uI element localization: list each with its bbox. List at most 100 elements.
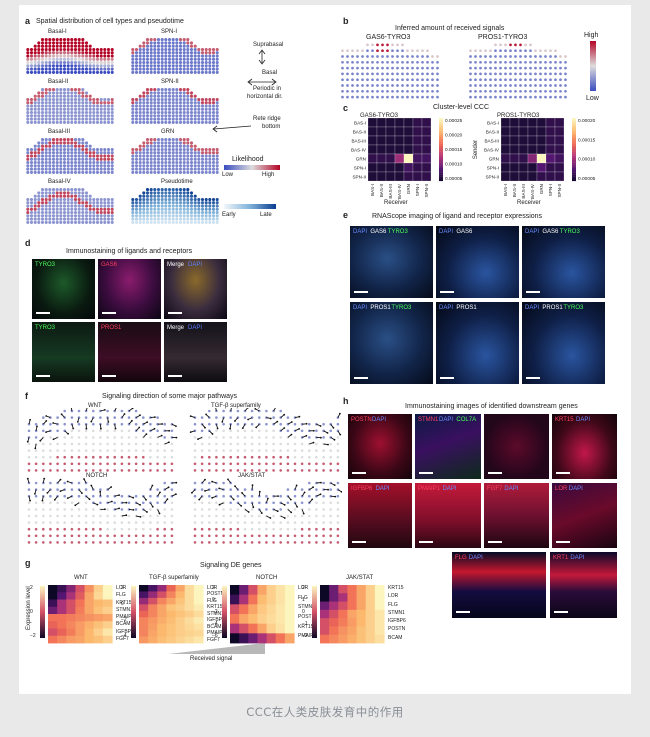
de-cell xyxy=(248,594,259,605)
spot xyxy=(73,107,78,111)
colorbar-segment xyxy=(439,143,443,146)
spot xyxy=(160,220,164,224)
spot xyxy=(416,66,419,70)
spot xyxy=(106,64,111,68)
de-cell xyxy=(48,635,58,644)
spot xyxy=(156,101,161,105)
colorbar-segment xyxy=(439,122,443,125)
spot xyxy=(142,207,146,211)
arrow-head xyxy=(138,426,141,429)
field-spot xyxy=(315,527,318,531)
spot xyxy=(559,78,562,82)
colorbar-segment xyxy=(572,136,576,140)
spot xyxy=(215,204,219,208)
spot xyxy=(37,141,41,145)
field-spot xyxy=(56,416,59,419)
spot xyxy=(356,72,359,76)
spot xyxy=(171,204,175,208)
spot xyxy=(59,54,63,58)
spot xyxy=(469,55,472,58)
spot xyxy=(55,214,59,218)
de-cell xyxy=(374,593,385,602)
spot xyxy=(106,104,111,108)
spot xyxy=(66,110,70,115)
field-spot xyxy=(279,521,282,524)
scale-bar xyxy=(488,472,502,474)
spot xyxy=(164,110,168,115)
spot xyxy=(77,154,81,158)
spot xyxy=(197,114,201,118)
spot xyxy=(138,160,142,165)
de-cell xyxy=(48,585,58,593)
spot xyxy=(215,60,219,65)
ccc-ylabel: Sender xyxy=(344,140,346,159)
spot xyxy=(211,157,216,161)
spot xyxy=(81,67,85,71)
spot xyxy=(361,84,364,87)
spot xyxy=(106,170,111,174)
spot xyxy=(99,204,103,208)
spot xyxy=(84,64,89,68)
spot xyxy=(156,138,161,142)
spot xyxy=(193,44,197,48)
arrow-heads xyxy=(258,49,266,65)
spot xyxy=(346,66,349,70)
panel-b-title: Inferred amount of received signals xyxy=(395,25,505,32)
spot xyxy=(366,60,369,64)
spot xyxy=(200,54,205,58)
colorbar-segment xyxy=(572,149,576,152)
arrow-head xyxy=(53,498,56,501)
spot xyxy=(26,154,30,158)
arrow-head xyxy=(298,428,300,430)
spot xyxy=(106,160,111,165)
spot xyxy=(44,117,48,121)
field-spot xyxy=(250,462,254,466)
spot xyxy=(539,60,542,64)
de-cell xyxy=(193,597,204,605)
spot xyxy=(529,95,532,99)
de-cell xyxy=(365,618,376,627)
spot xyxy=(59,114,63,118)
field-spot xyxy=(336,442,340,446)
spot xyxy=(44,67,48,71)
spot xyxy=(564,95,567,99)
spot xyxy=(106,101,111,105)
spot xyxy=(519,72,522,76)
spot xyxy=(167,44,172,48)
spot xyxy=(33,157,37,161)
ccc-cell xyxy=(367,153,378,164)
spot xyxy=(26,160,30,165)
arrow-head xyxy=(247,418,249,421)
spot xyxy=(134,167,139,171)
field-spot xyxy=(200,541,204,544)
spot xyxy=(208,197,212,202)
spot xyxy=(110,70,114,74)
field-spot xyxy=(308,508,311,511)
spot xyxy=(156,191,161,195)
spot xyxy=(200,110,205,115)
spot xyxy=(171,41,175,45)
spot xyxy=(55,217,59,221)
spot xyxy=(62,188,67,192)
field-spot xyxy=(27,455,31,459)
de-cell xyxy=(230,633,240,644)
field-spot xyxy=(200,488,204,491)
spot xyxy=(215,157,219,161)
field-spot xyxy=(279,494,282,498)
field-spot xyxy=(315,429,318,433)
field-spot xyxy=(42,527,45,531)
field-spot xyxy=(250,449,254,452)
spot xyxy=(200,114,205,118)
spot xyxy=(73,101,78,105)
panel-c-heatmaps: BAS-IBAS-IBAS-IIBAS-IIBAS-IIIBAS-IIIBAS-… xyxy=(344,118,596,199)
spot xyxy=(55,141,59,145)
stain-label: PROS1 xyxy=(542,305,563,311)
field-spot xyxy=(315,508,318,511)
field-spot xyxy=(300,442,304,446)
spot xyxy=(489,66,492,70)
field-spot xyxy=(229,534,232,538)
spot xyxy=(106,147,111,152)
spot xyxy=(215,197,219,202)
spot xyxy=(167,191,172,195)
spot xyxy=(88,54,92,58)
